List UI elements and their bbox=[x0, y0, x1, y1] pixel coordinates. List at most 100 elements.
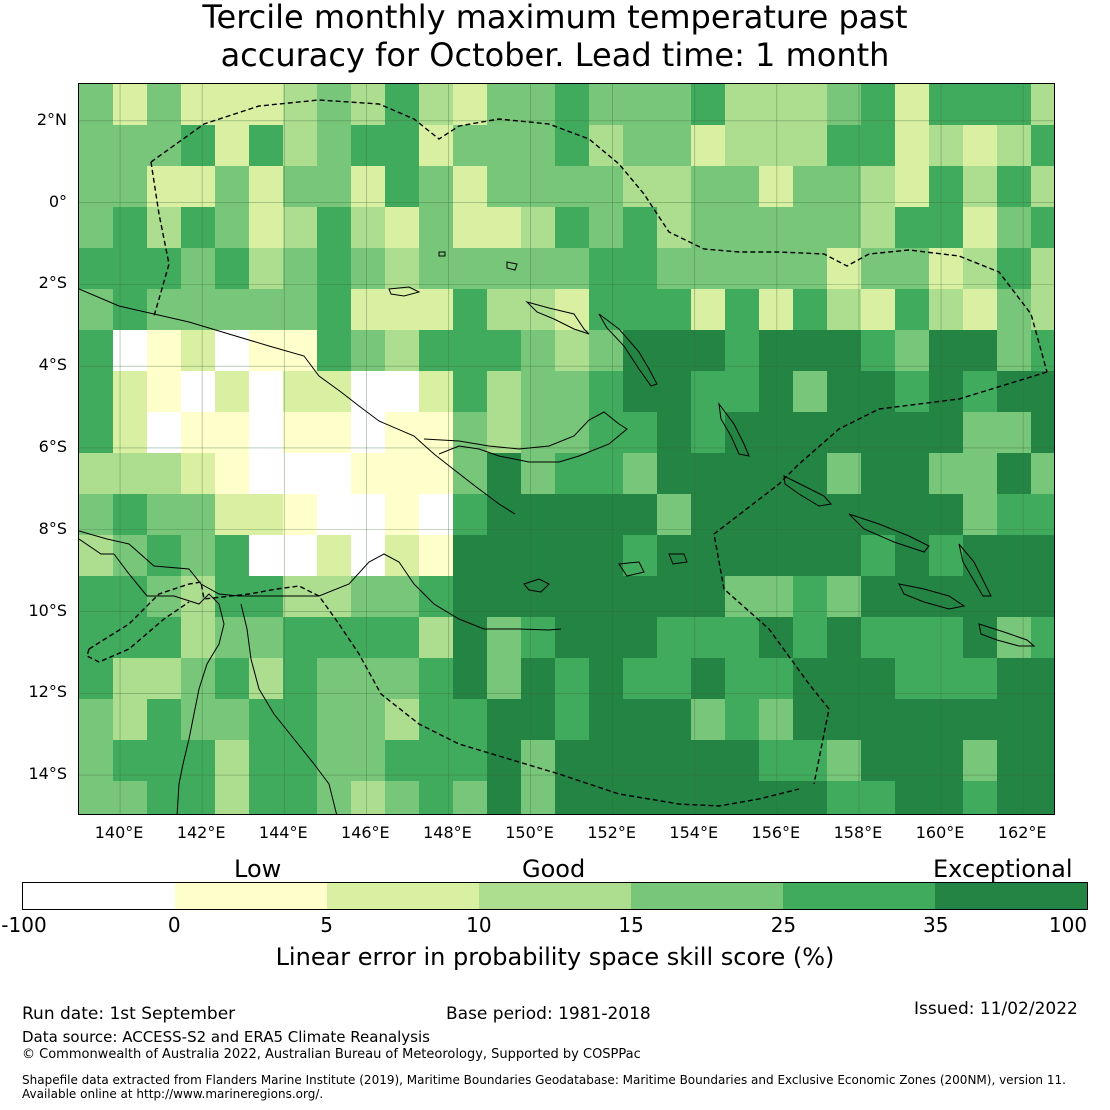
skill-cell bbox=[487, 289, 522, 331]
skill-cell bbox=[997, 781, 1032, 814]
skill-cell bbox=[385, 248, 420, 290]
skill-cell bbox=[181, 453, 216, 495]
skill-cell bbox=[1031, 453, 1054, 495]
skill-cell bbox=[555, 453, 590, 495]
skill-cell bbox=[249, 207, 284, 249]
skill-cell bbox=[79, 289, 114, 331]
skill-cell bbox=[895, 658, 930, 700]
skill-cell bbox=[521, 617, 556, 659]
skill-cell bbox=[521, 289, 556, 331]
skill-cell bbox=[351, 166, 386, 208]
skill-cell bbox=[623, 166, 658, 208]
skill-cell bbox=[827, 125, 862, 167]
skill-cell bbox=[827, 535, 862, 577]
base-period: Base period: 1981-2018 bbox=[446, 1004, 651, 1024]
skill-cell bbox=[317, 125, 352, 167]
louisiade-archipelago bbox=[618, 553, 688, 577]
skill-cell bbox=[861, 412, 896, 454]
skill-cell bbox=[385, 166, 420, 208]
skill-cell bbox=[181, 781, 216, 814]
skill-cell bbox=[351, 453, 386, 495]
skill-cell bbox=[997, 371, 1032, 413]
skill-cell bbox=[181, 207, 216, 249]
colorbar-tick-label: 15 bbox=[618, 913, 644, 937]
skill-cell bbox=[963, 699, 998, 741]
skill-cell bbox=[691, 84, 726, 126]
skill-cell bbox=[555, 248, 590, 290]
skill-cell bbox=[181, 330, 216, 372]
colorbar-label: Linear error in probability space skill … bbox=[275, 943, 835, 971]
skill-cell bbox=[963, 453, 998, 495]
skill-cell bbox=[929, 699, 964, 741]
new-britain bbox=[525, 301, 590, 335]
skill-cell bbox=[453, 371, 488, 413]
latitude-tick-label: 10°S bbox=[28, 600, 67, 620]
skill-cell bbox=[963, 781, 998, 814]
skill-cell bbox=[521, 535, 556, 577]
skill-score-grid bbox=[79, 84, 1054, 814]
skill-cell bbox=[487, 166, 522, 208]
skill-cell bbox=[317, 166, 352, 208]
skill-cell bbox=[1031, 289, 1054, 331]
skill-cell bbox=[147, 248, 182, 290]
skill-cell bbox=[79, 617, 114, 659]
skill-cell bbox=[759, 371, 794, 413]
skill-cell bbox=[793, 125, 828, 167]
new-guinea-north-coast bbox=[79, 288, 516, 515]
skill-cell bbox=[249, 781, 284, 814]
map-canvas bbox=[79, 84, 1054, 814]
png-australia-boundary bbox=[88, 581, 800, 807]
skill-cell bbox=[351, 330, 386, 372]
skill-cell bbox=[589, 207, 624, 249]
skill-cell bbox=[317, 699, 352, 741]
latitude-tick-label: 4°S bbox=[38, 355, 67, 375]
skill-cell bbox=[691, 576, 726, 618]
skill-cell bbox=[623, 371, 658, 413]
skill-cell bbox=[147, 699, 182, 741]
colorbar-tick-label: 5 bbox=[320, 913, 333, 937]
skill-cell bbox=[317, 84, 352, 126]
longitude-tick-label: 156°E bbox=[751, 823, 801, 842]
skill-cell bbox=[521, 699, 556, 741]
coastline bbox=[79, 251, 1036, 814]
skill-cell bbox=[317, 576, 352, 618]
admiralty-islets bbox=[438, 251, 518, 271]
skill-cell bbox=[657, 166, 692, 208]
skill-cell bbox=[657, 84, 692, 126]
skill-cell bbox=[997, 658, 1032, 700]
skill-cell bbox=[997, 412, 1032, 454]
skill-cell bbox=[521, 248, 556, 290]
skill-cell bbox=[215, 494, 250, 536]
skill-cell bbox=[725, 617, 760, 659]
skill-cell bbox=[827, 658, 862, 700]
skill-cell bbox=[725, 207, 760, 249]
skill-cell bbox=[521, 494, 556, 536]
skill-cell bbox=[419, 84, 454, 126]
skill-cell bbox=[283, 658, 318, 700]
skill-cell bbox=[453, 125, 488, 167]
skill-cell bbox=[79, 453, 114, 495]
skill-cell bbox=[283, 289, 318, 331]
skill-cell bbox=[793, 248, 828, 290]
skill-cell bbox=[929, 740, 964, 782]
gulf-coast bbox=[79, 538, 114, 555]
skill-cell bbox=[113, 207, 148, 249]
new-ireland bbox=[598, 313, 658, 387]
skill-cell bbox=[589, 494, 624, 536]
skill-cell bbox=[793, 207, 828, 249]
skill-cell bbox=[385, 207, 420, 249]
skill-cell bbox=[793, 576, 828, 618]
skill-cell bbox=[827, 412, 862, 454]
skill-cell bbox=[657, 330, 692, 372]
skill-cell bbox=[793, 84, 828, 126]
skill-cell bbox=[351, 84, 386, 126]
skill-cell bbox=[589, 576, 624, 618]
skill-cell bbox=[997, 289, 1032, 331]
skill-cell bbox=[895, 535, 930, 577]
skill-cell bbox=[283, 125, 318, 167]
skill-cell bbox=[895, 699, 930, 741]
skill-cell bbox=[419, 535, 454, 577]
skill-cell bbox=[487, 84, 522, 126]
skill-cell bbox=[385, 453, 420, 495]
skill-cell bbox=[657, 494, 692, 536]
